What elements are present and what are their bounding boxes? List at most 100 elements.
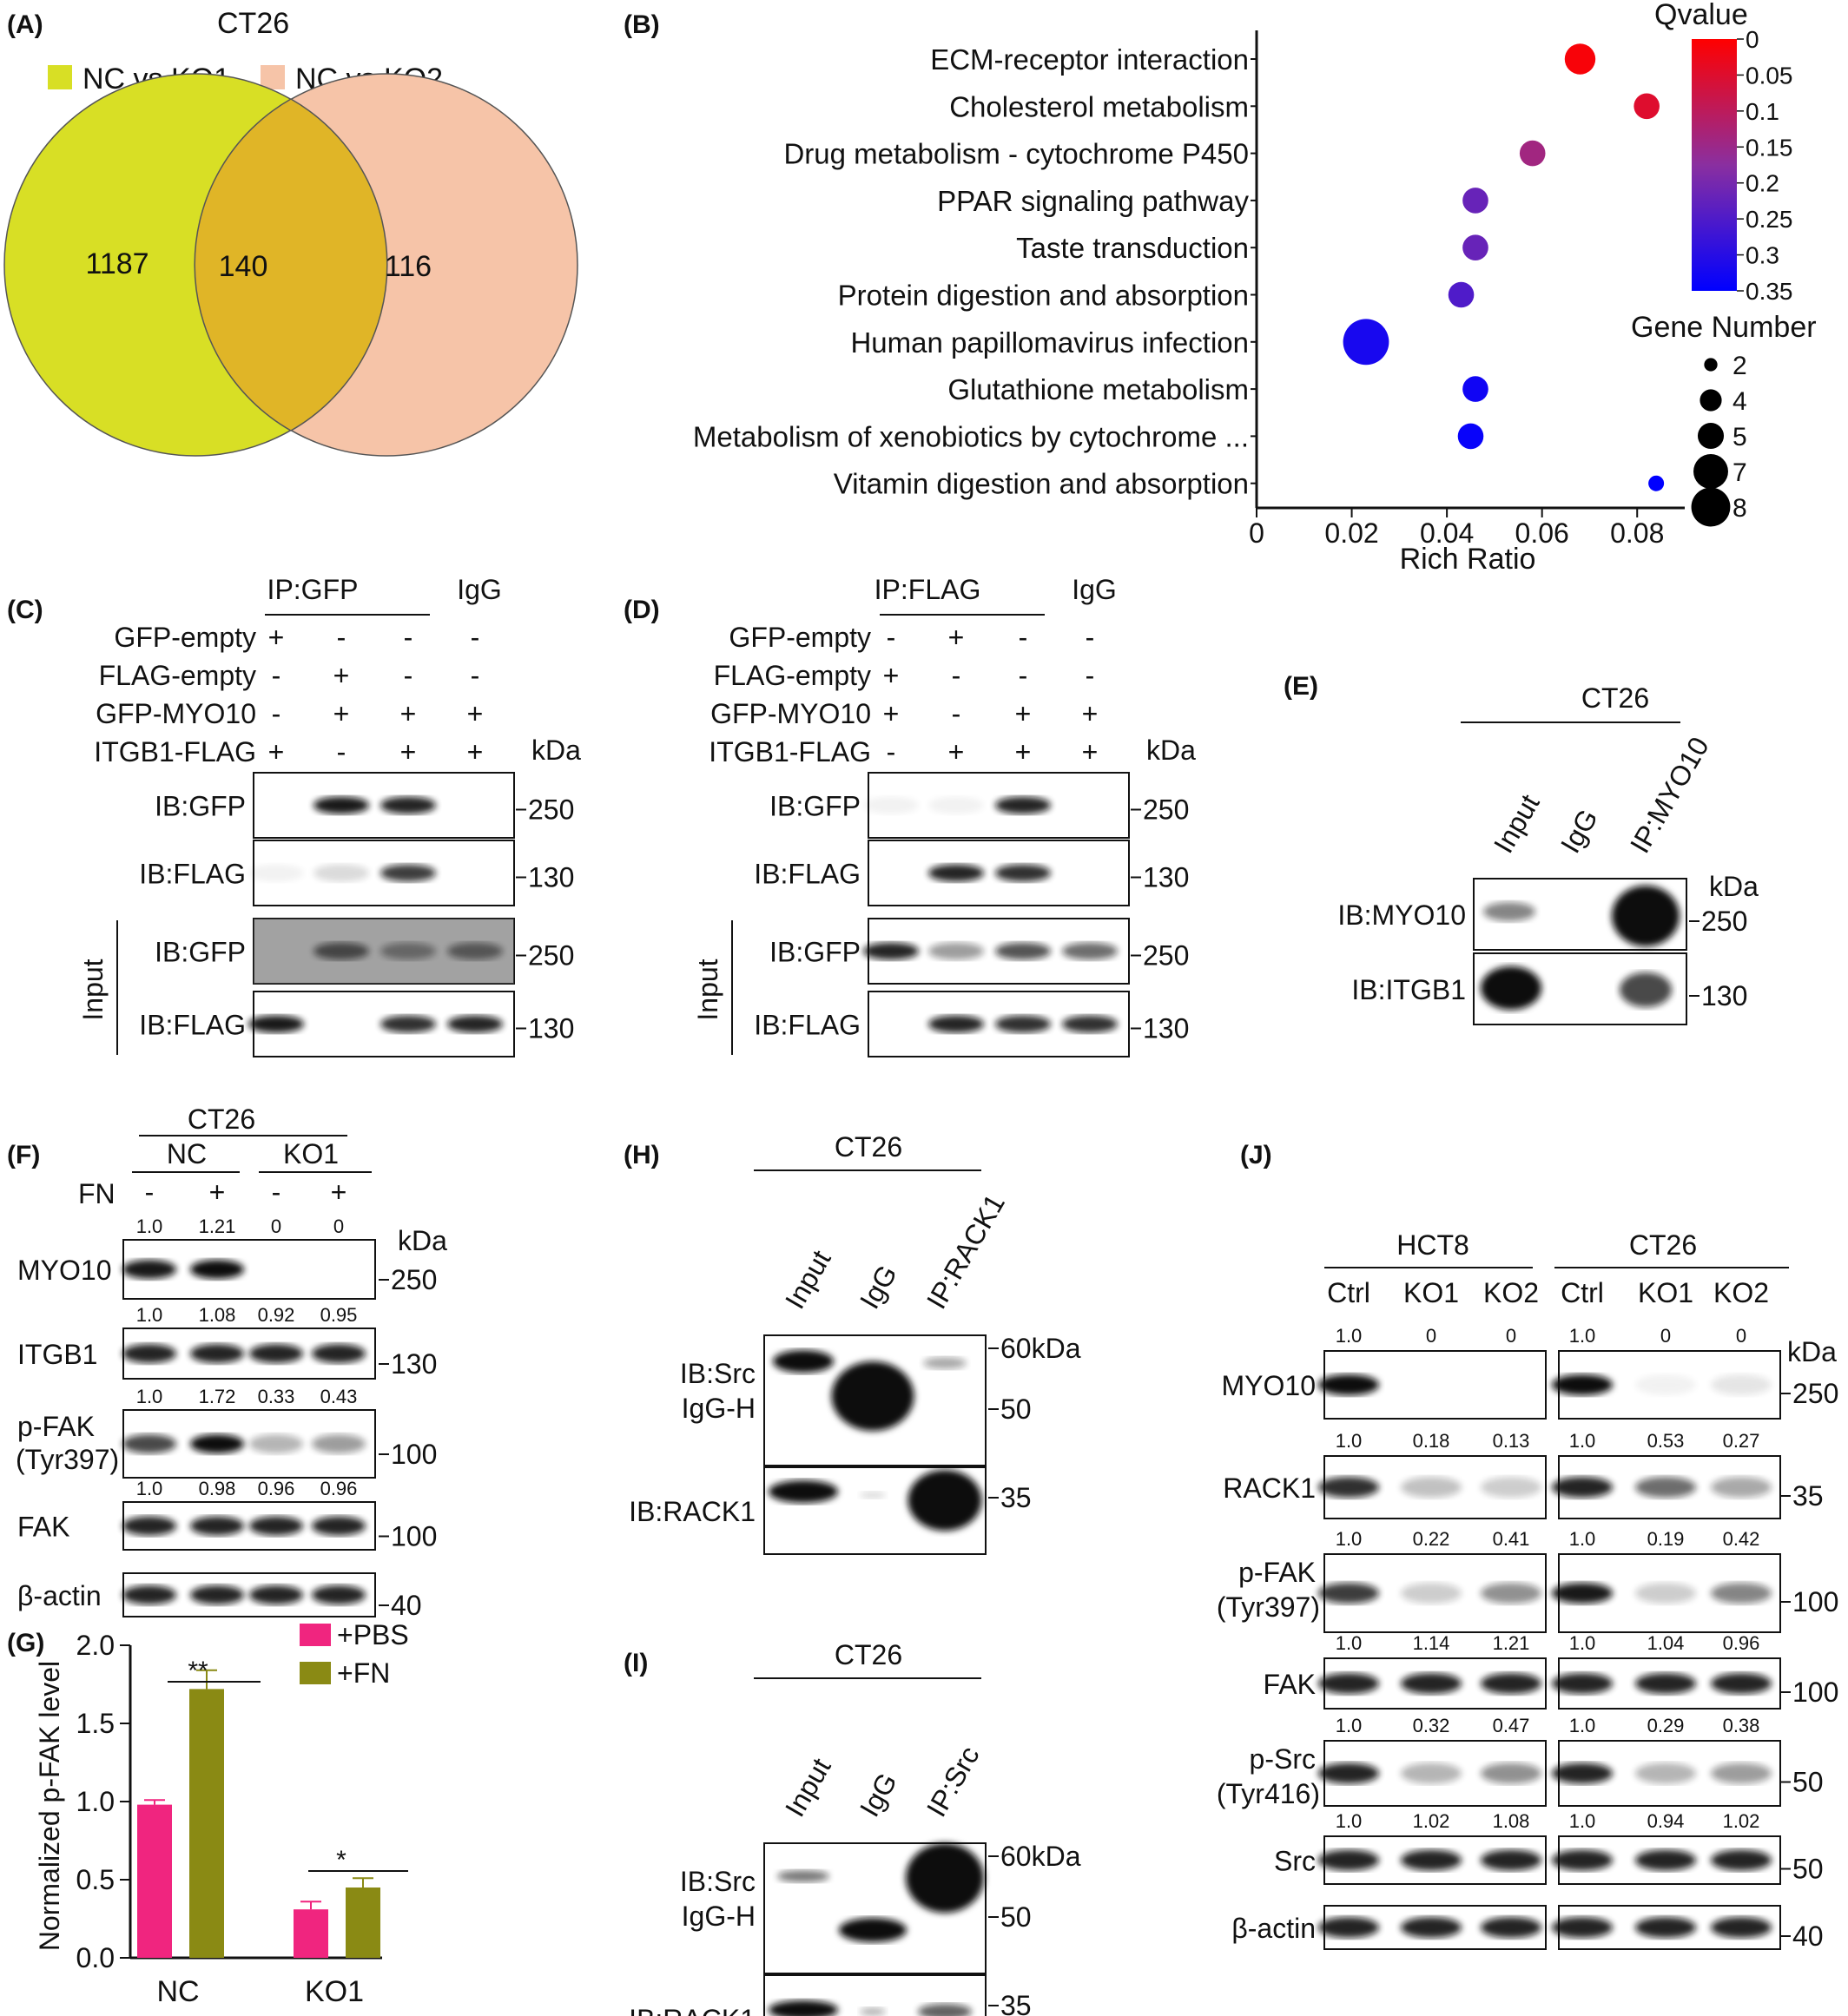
- quant-value: 0.43: [320, 1386, 358, 1407]
- quant-value: 1.0: [1569, 1430, 1596, 1452]
- blot-label: FAK: [17, 1512, 69, 1543]
- construct-label: FLAG-empty: [714, 660, 871, 691]
- size-legend-label: 4: [1732, 387, 1747, 416]
- ip-header: IP:GFP: [267, 574, 359, 605]
- bubble-point: [1343, 319, 1389, 366]
- blot-label: IB:Src: [680, 1866, 756, 1897]
- quant-value: 0: [1660, 1325, 1671, 1347]
- kda-label: kDa: [531, 735, 581, 766]
- blot-band: [1612, 886, 1680, 946]
- quant-value: 1.02: [1413, 1810, 1450, 1832]
- construct-sign: +: [333, 698, 350, 729]
- lane-label: Ctrl: [1561, 1277, 1604, 1308]
- blot-band: [1318, 1762, 1379, 1784]
- blot-background: [254, 919, 514, 984]
- legend-swatch-ko1: [48, 65, 72, 89]
- quant-value: 0.29: [1647, 1715, 1685, 1736]
- bubble-point: [1462, 188, 1488, 214]
- blot-band: [1635, 1762, 1696, 1784]
- quant-value: 0.41: [1493, 1528, 1530, 1550]
- construct-label: FLAG-empty: [99, 660, 256, 691]
- mw-marker: 100: [1792, 1586, 1838, 1617]
- blot-band: [122, 1585, 176, 1604]
- x-tick-label: 0.04: [1420, 517, 1474, 549]
- panel-g: (G) 0.0 0.5 1.0 1.5 2.0 Normalized p-FAK leve…: [7, 1619, 409, 2008]
- blot-band: [249, 1516, 303, 1536]
- size-legend-dot: [1691, 487, 1731, 527]
- mw-marker: 250: [1792, 1378, 1838, 1409]
- blot-band: [314, 796, 369, 814]
- blot-label: IB:FLAG: [139, 1010, 246, 1041]
- bubble-point: [1648, 475, 1665, 491]
- blot-band: [1062, 942, 1118, 960]
- blot-band: [1401, 1917, 1462, 1938]
- kda-label: kDa: [1787, 1336, 1837, 1367]
- lane-label: Ctrl: [1327, 1277, 1370, 1308]
- g-y-tick-label: 1.5: [76, 1708, 115, 1739]
- lane-label: IP:MYO10: [1624, 732, 1715, 859]
- blot-label: IB:GFP: [155, 937, 246, 968]
- blot-band: [1711, 1374, 1772, 1395]
- construct-label: GFP-MYO10: [710, 698, 871, 729]
- quant-value: 1.0: [1569, 1325, 1596, 1347]
- blot-label: IB:RACK1: [629, 2004, 756, 2016]
- blot-band: [918, 2004, 972, 2016]
- blot-band: [1635, 1374, 1696, 1395]
- blot-band: [863, 796, 919, 814]
- mw-marker: 130: [1143, 1013, 1189, 1044]
- blot-label-sub: (Tyr397): [1217, 1591, 1320, 1623]
- construct-label: GFP-empty: [114, 622, 256, 653]
- construct-label: ITGB1-FLAG: [709, 736, 871, 768]
- blot-band: [1401, 1477, 1462, 1498]
- blot-label: p-Src: [1250, 1743, 1316, 1775]
- panel-label-i: (I): [624, 1649, 648, 1677]
- quant-value: 0.38: [1723, 1715, 1760, 1736]
- panel-h: (H) CT26 Input IgG IP:RACK1 IB:Src IgG-H IB:RA…: [624, 1131, 1081, 1555]
- blot-band: [1552, 1762, 1613, 1784]
- construct-label: ITGB1-FLAG: [94, 736, 256, 768]
- blot-band: [860, 2007, 886, 2016]
- blot-band: [928, 864, 984, 882]
- blot-label: β-actin: [17, 1580, 102, 1611]
- fn-sign: -: [145, 1176, 155, 1208]
- colorbar-tick-label: 0.25: [1746, 206, 1793, 233]
- quant-value: 1.0: [136, 1478, 163, 1499]
- panel-label-b: (B): [624, 10, 660, 39]
- blot-label: p-FAK: [17, 1411, 95, 1442]
- bubble-point: [1519, 140, 1546, 167]
- quant-value: 0: [1506, 1325, 1516, 1347]
- blot-band: [1401, 1583, 1462, 1604]
- pathway-label: Protein digestion and absorption: [838, 280, 1249, 312]
- quant-value: 0.18: [1413, 1430, 1450, 1452]
- blot-band: [1481, 1917, 1541, 1938]
- blot-band: [1552, 1673, 1613, 1694]
- panel-a: (A) CT26 NC vs KO1 NC vs KO2 1187 140 11…: [3, 7, 578, 457]
- panel-label-h: (H): [624, 1141, 660, 1169]
- quant-value: 1.08: [1493, 1810, 1530, 1832]
- panel-j: (J) HCT8 CT26 Ctrl Ctrl KO1 KO1 KO2 KO2 kDa MYO10…: [1217, 1141, 1839, 1952]
- bubble-point: [1462, 376, 1488, 402]
- construct-sign: +: [268, 736, 285, 768]
- blot-band: [1711, 1849, 1772, 1871]
- quant-value: 1.0: [1336, 1810, 1363, 1832]
- panel-title: CT26: [835, 1639, 902, 1670]
- g-y-tick-label: 0.0: [76, 1942, 115, 1973]
- g-bar: [137, 1804, 172, 1958]
- construct-sign: -: [337, 736, 346, 768]
- construct-sign: +: [948, 622, 965, 653]
- pathway-label: Metabolism of xenobiotics by cytochrome …: [693, 420, 1249, 452]
- panel-e-title: CT26: [1581, 682, 1649, 714]
- quant-value: 0.96: [320, 1478, 358, 1499]
- construct-sign: -: [1086, 622, 1095, 653]
- quant-value: 0.42: [1723, 1528, 1760, 1550]
- blot-band: [1401, 1762, 1462, 1784]
- quant-value: 1.0: [1336, 1430, 1363, 1452]
- panel-f-title: CT26: [188, 1104, 255, 1135]
- quant-value: 1.0: [136, 1386, 163, 1407]
- blot-band: [447, 1015, 503, 1033]
- blot-label: β-actin: [1231, 1913, 1316, 1944]
- blot-band: [190, 1344, 244, 1363]
- venn-count-right: 116: [385, 250, 432, 283]
- colorbar-title: Qvalue: [1654, 0, 1748, 31]
- colorbar-tick-label: 0: [1746, 26, 1759, 53]
